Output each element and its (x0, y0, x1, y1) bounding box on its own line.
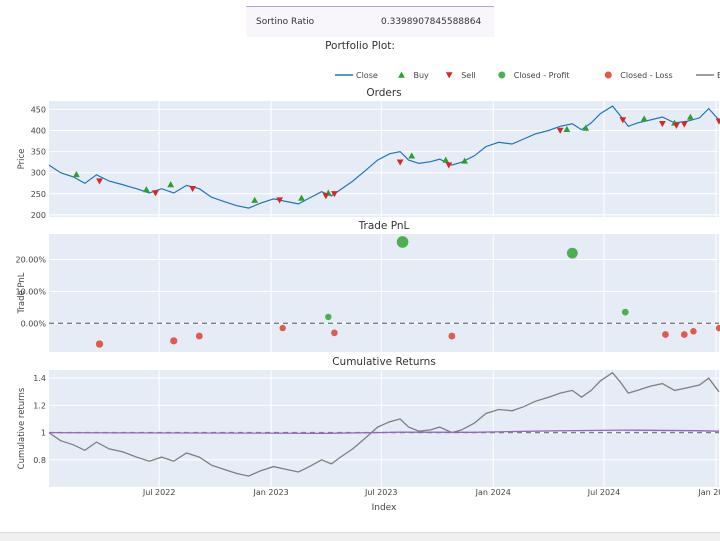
legend-swatch-sell (445, 72, 453, 79)
portfolio-plot-title: Portfolio Plot: (325, 40, 395, 52)
x-tick-label-3: Jan 2024 (475, 488, 511, 497)
legend-label-benchmark: Benchmark (717, 71, 720, 80)
trade-pnl-point-13 (715, 324, 720, 332)
trade-pnl-point-9 (621, 308, 629, 316)
x-tick-label-2: Jul 2023 (364, 488, 398, 497)
buy-marker-13 (686, 113, 694, 120)
orders-y-tick-label-3: 350 (31, 148, 46, 157)
buy-marker-4 (298, 194, 305, 201)
buy-marker-3 (251, 196, 259, 203)
buy-marker-7 (442, 156, 450, 163)
legend-label-buy: Buy (414, 71, 430, 80)
sell-marker-5 (331, 191, 338, 198)
sell-marker-6 (396, 159, 404, 166)
trade-pnl-point-10 (662, 331, 669, 338)
x-tick-label-4: Jul 2024 (587, 488, 621, 497)
cumulative-returns-title: Cumulative Returns (332, 356, 436, 368)
legend-label-sell: Sell (461, 71, 475, 80)
orders-title: Orders (366, 87, 401, 99)
sell-marker-9 (619, 117, 627, 124)
orders-y-tick-label-1: 250 (31, 190, 46, 199)
sell-marker-2 (189, 186, 197, 193)
legend-swatch-closed-profit (498, 71, 506, 79)
sell-marker-8 (556, 127, 564, 134)
trade-pnl-point-7 (448, 332, 456, 340)
cumulative-returns-panel-bg (49, 370, 719, 487)
buy-marker-0 (72, 170, 80, 178)
trade-pnl-point-6 (396, 236, 409, 248)
buy-marker-9 (563, 125, 571, 132)
trade-pnl-point-12 (690, 328, 697, 335)
sell-marker-1 (152, 190, 159, 197)
trade-pnl-point-3 (279, 324, 286, 332)
sell-marker-11 (673, 122, 680, 129)
sell-marker-13 (715, 118, 720, 125)
legend-label-close: Close (356, 71, 378, 80)
trade-pnl-y-tick-label-1: 10.00% (15, 287, 46, 296)
orders-y-tick-label-4: 400 (31, 127, 46, 136)
legend-label-closed-loss: Closed - Loss (620, 71, 672, 80)
cumulative-returns-y-tick-label-0: 0.8 (33, 456, 46, 465)
trade-pnl-y-tick-label-2: 20.00% (15, 256, 46, 265)
orders-y-axis-title: Price (17, 149, 27, 170)
cumulative-returns-y-tick-label-3: 1.4 (33, 374, 46, 383)
trade-pnl-point-8 (566, 247, 578, 259)
sell-marker-12 (680, 121, 688, 128)
trade-pnl-point-1 (170, 337, 178, 345)
trade-pnl-point-0 (95, 340, 104, 348)
trade-pnl-y-axis-title: Trade PnL (17, 272, 27, 314)
orders-panel-bg (49, 101, 719, 217)
sell-marker-7 (445, 162, 453, 169)
sell-marker-10 (659, 121, 666, 128)
buy-marker-11 (640, 115, 648, 122)
cumulative-returns-y-axis-title: Cumulative returns (17, 387, 27, 469)
trade-pnl-point-4 (325, 313, 332, 321)
sell-marker-4 (322, 193, 330, 200)
x-tick-label-5: Jan 2025 (697, 488, 720, 497)
stats-row: Sortino Ratio 0.3398907845588864 (246, 6, 494, 37)
trade-pnl-point-5 (331, 329, 338, 337)
cumulative-returns-y-tick-label-2: 1.2 (33, 401, 46, 410)
value-returns-line (48, 429, 720, 434)
x-tick-label-0: Jul 2022 (142, 488, 176, 497)
trade-pnl-point-2 (195, 332, 203, 340)
buy-marker-6 (408, 152, 416, 159)
benchmark-returns-line (48, 371, 720, 477)
legend-swatch-closed-loss (604, 71, 612, 79)
x-tick-label-1: Jan 2023 (252, 488, 288, 497)
trade-pnl-y-tick-label-0: 0.00% (21, 319, 47, 328)
stats-label: Sortino Ratio (256, 17, 315, 27)
orders-y-tick-label-0: 200 (31, 211, 46, 220)
close-price-line (48, 105, 720, 209)
buy-marker-8 (461, 157, 469, 164)
buy-marker-10 (582, 124, 590, 131)
trade-pnl-point-11 (680, 331, 688, 338)
buy-marker-1 (142, 186, 150, 193)
stats-value: 0.3398907845588864 (381, 17, 482, 27)
legend-label-closed-profit: Closed - Profit (514, 71, 570, 80)
orders-y-tick-label-2: 300 (31, 169, 46, 178)
trade-pnl-panel-bg (49, 234, 719, 352)
footer-strip (0, 532, 720, 541)
orders-y-tick-label-5: 450 (31, 105, 46, 114)
cumulative-returns-y-tick-label-1: 1 (41, 429, 46, 438)
legend-swatch-buy (398, 71, 405, 78)
buy-marker-2 (167, 181, 175, 188)
trade-pnl-title: Trade PnL (358, 220, 410, 232)
x-axis-title: Index (372, 503, 397, 513)
sell-marker-0 (96, 178, 103, 185)
sell-marker-3 (276, 197, 284, 204)
